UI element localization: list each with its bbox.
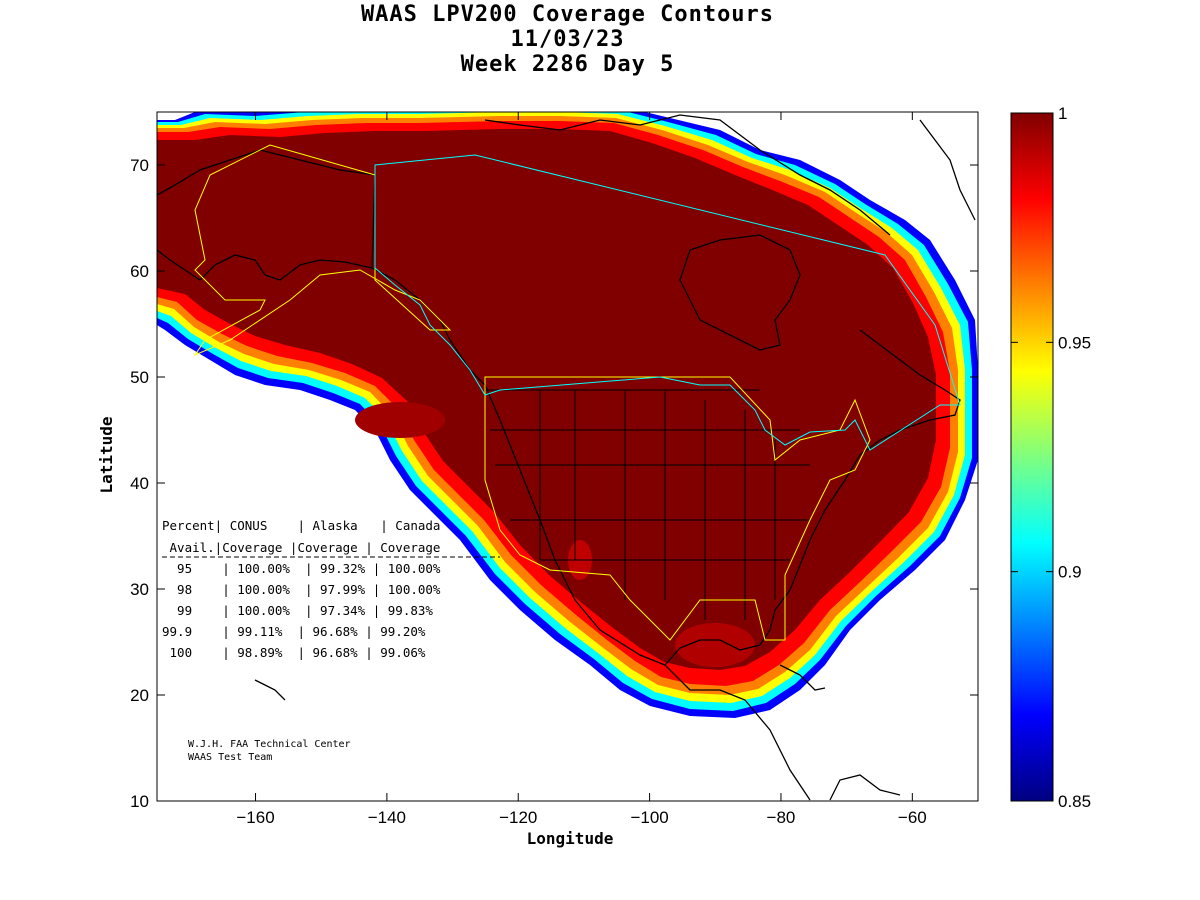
x-axis: −160 −140 −120 −100 −80 −60 [236, 112, 927, 827]
colorbar-tick-label: 1 [1058, 104, 1067, 123]
y-tick-label: 20 [130, 686, 149, 705]
y-tick-label: 70 [130, 156, 149, 175]
x-tick-label: −100 [630, 808, 668, 827]
x-tick-label: −80 [767, 808, 796, 827]
x-axis-label: Longitude [527, 829, 614, 848]
coverage-contours [157, 112, 978, 718]
coverage-band-core [157, 129, 936, 670]
colorbar-tick-label: 0.95 [1058, 333, 1091, 352]
y-axis: 10 20 30 40 50 60 70 [130, 156, 978, 811]
chart-date: 11/03/23 [510, 27, 625, 52]
stats-row: 95 | 100.00% | 99.32% | 100.00% [162, 561, 441, 576]
region-outlines [193, 144, 961, 641]
chart-week: Week 2286 Day 5 [460, 52, 675, 77]
stats-header-2: Avail.|Coverage |Coverage | Coverage [162, 540, 440, 555]
y-tick-label: 50 [130, 368, 149, 387]
chart-title: WAAS LPV200 Coverage Contours [360, 2, 775, 27]
y-tick-label: 60 [130, 262, 149, 281]
x-tick-label: −140 [368, 808, 406, 827]
x-tick-label: −60 [898, 808, 927, 827]
conus-outline [484, 376, 871, 641]
credit-line-1: W.J.H. FAA Technical Center [188, 739, 351, 750]
y-axis-label: Latitude [97, 416, 116, 493]
colorbar-tick-label: 0.85 [1058, 792, 1091, 811]
stats-table: Percent| CONUS | Alaska | Canada Avail.|… [162, 518, 500, 660]
canada-outline [374, 154, 961, 451]
colorbar-ticks: 1 0.95 0.9 0.85 [1011, 104, 1091, 811]
y-tick-label: 40 [130, 474, 149, 493]
stats-row: 98 | 100.00% | 97.99% | 100.00% [162, 582, 441, 597]
y-tick-label: 10 [130, 792, 149, 811]
colorbar [1010, 112, 1054, 802]
colorbar-tick-label: 0.9 [1058, 563, 1082, 582]
alaska-outline [193, 144, 452, 357]
y-tick-label: 30 [130, 580, 149, 599]
x-tick-label: −160 [236, 808, 274, 827]
state-borders [485, 389, 810, 620]
stats-row: 99.9 | 99.11% | 96.68% | 99.20% [162, 624, 426, 639]
credit-line-2: WAAS Test Team [188, 752, 272, 763]
stats-header-1: Percent| CONUS | Alaska | Canada [162, 518, 440, 533]
x-tick-label: −120 [499, 808, 537, 827]
stats-row: 99 | 100.00% | 97.34% | 99.83% [162, 603, 433, 618]
plot-frame [156, 111, 979, 802]
stats-row: 100 | 98.89% | 96.68% | 99.06% [162, 645, 426, 660]
